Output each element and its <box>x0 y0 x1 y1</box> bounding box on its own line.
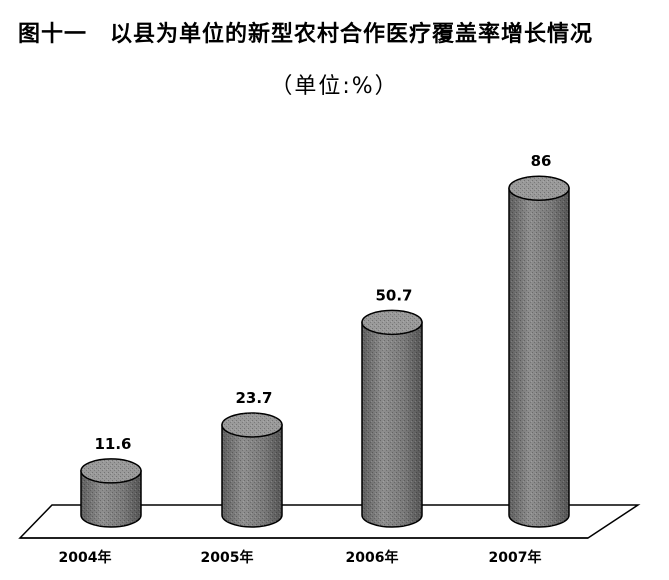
bar-texture <box>222 424 282 527</box>
bar-texture <box>81 470 141 527</box>
data-label: 86 <box>531 152 552 170</box>
bar-top-texture <box>222 412 282 437</box>
bar-top-texture <box>362 310 422 335</box>
x-tick-label: 2004年 <box>59 549 112 566</box>
data-label: 23.7 <box>235 389 272 407</box>
data-label: 11.6 <box>94 435 131 453</box>
bar-top-texture <box>81 458 141 483</box>
x-tick-label: 2005年 <box>201 549 254 566</box>
bar-top-texture <box>509 176 569 201</box>
chart-subtitle: （单位:%） <box>270 74 399 99</box>
bar-texture <box>362 322 422 527</box>
bar-texture <box>509 188 569 527</box>
chart-title: 图十一 以县为单位的新型农村合作医疗覆盖率增长情况 <box>18 22 594 47</box>
bar-2007年 <box>508 175 570 528</box>
x-tick-label: 2007年 <box>489 549 542 566</box>
bar-2005年 <box>221 412 283 528</box>
x-tick-label: 2006年 <box>346 549 399 566</box>
bar-2004年 <box>80 458 142 528</box>
data-label: 50.7 <box>375 286 412 304</box>
bar-2006年 <box>361 309 423 528</box>
